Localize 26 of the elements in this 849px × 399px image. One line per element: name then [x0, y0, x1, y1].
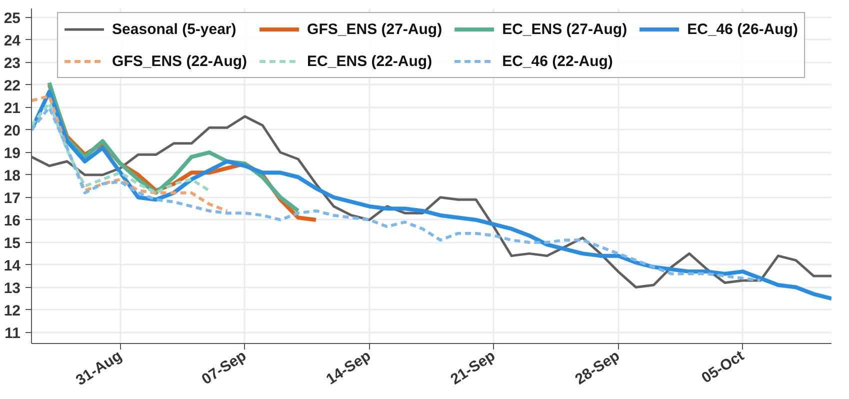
y-tick-label: 16: [4, 212, 21, 230]
legend-label: GFS_ENS (22-Aug): [112, 52, 248, 70]
y-tick-label: 11: [4, 324, 20, 342]
y-tick-label: 23: [4, 54, 21, 72]
y-tick-label: 15: [4, 234, 21, 252]
line-series: [32, 101, 211, 194]
y-tick-label: 20: [4, 122, 21, 140]
y-tick-label: 21: [4, 100, 21, 117]
line-series: [32, 90, 832, 301]
legend-label: EC_46 (22-Aug): [502, 52, 613, 70]
legend-label: GFS_ENS (27-Aug): [307, 20, 442, 38]
legend-label: EC_46 (26-Aug): [687, 20, 798, 38]
y-tick-label: 19: [4, 144, 21, 162]
y-tick-label: 24: [4, 32, 22, 50]
line-series: [32, 94, 229, 212]
y-tick-label: 14: [4, 257, 22, 274]
y-tick-label: 18: [4, 167, 21, 184]
y-tick-label: 22: [4, 77, 21, 94]
y-tick-label: 13: [4, 280, 21, 297]
y-tick-label: 17: [4, 190, 21, 207]
legend-label: EC_ENS (22-Aug): [307, 52, 432, 70]
legend-label: EC_ENS (27-Aug): [502, 20, 628, 38]
legend-label: Seasonal (5-year): [112, 20, 236, 38]
y-tick-label: 25: [4, 10, 21, 27]
y-tick-label: 12: [4, 302, 21, 320]
line-series: [32, 106, 762, 282]
